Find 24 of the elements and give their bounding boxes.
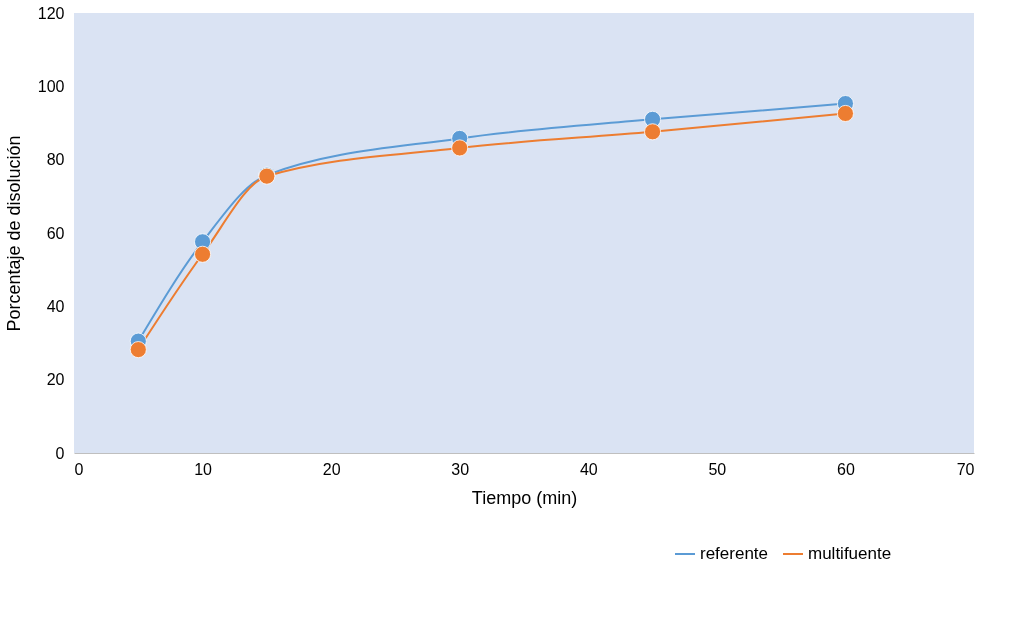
y-tick-label: 20 (46, 371, 65, 389)
y-axis-title: Porcentaje de disolución (3, 135, 24, 332)
legend-label: referente (700, 544, 769, 563)
y-tick-label: 60 (46, 224, 65, 242)
point (451, 139, 469, 157)
legend-label: multifuente (808, 544, 892, 563)
x-tick-label: 10 (194, 460, 213, 478)
x-tick-label: 20 (322, 460, 341, 478)
x-tick-label: 40 (579, 460, 598, 478)
y-tick-label: 0 (55, 444, 65, 462)
x-tick-label: 70 (956, 460, 975, 478)
x-tick-label: 50 (708, 460, 727, 478)
y-tick-label: 40 (46, 297, 65, 315)
x-tick-label: 60 (837, 460, 855, 478)
point (129, 341, 147, 359)
x-axis-title: Tiempo (min) (471, 487, 578, 508)
point (644, 123, 662, 141)
x-tick-label: 30 (451, 460, 470, 478)
x-tick-label: 0 (74, 460, 84, 478)
point (836, 105, 854, 122)
y-tick-label: 100 (37, 77, 65, 95)
point (194, 245, 212, 263)
y-tick-label: 80 (46, 151, 65, 169)
y-tick-label: 120 (37, 4, 65, 22)
